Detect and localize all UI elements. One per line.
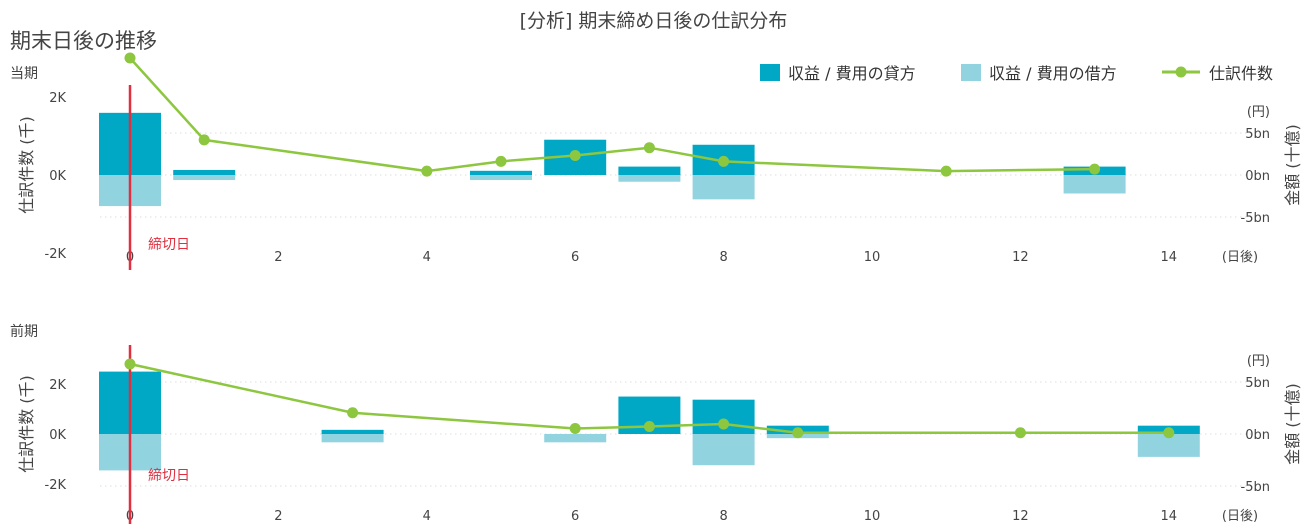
count-point <box>940 165 952 177</box>
debit-bar <box>692 175 755 200</box>
left-tick-label: 2K <box>49 378 66 393</box>
right-tick-label: 5bn <box>1245 376 1270 391</box>
legend-credit-label: 収益 / 費用の貸方 <box>788 64 916 83</box>
right-tick-label: -5bn <box>1241 211 1270 226</box>
left-tick-label: -2K <box>45 478 67 493</box>
right-unit-label: (円) <box>1247 105 1270 120</box>
legend-credit-swatch <box>760 63 780 81</box>
count-point <box>569 150 581 161</box>
chart-title: [分析] 期末締め日後の仕訳分布 <box>519 10 788 32</box>
panel-label-previous: 前期 <box>10 324 38 340</box>
count-point <box>1163 427 1175 439</box>
legend-count-label: 仕訳件数 <box>1209 64 1274 83</box>
x-tick-label: 12 <box>1012 250 1029 265</box>
count-point <box>124 358 136 370</box>
count-point <box>421 165 433 177</box>
right-axis-title: 金額 (十億) <box>1283 124 1302 206</box>
count-point <box>347 407 359 419</box>
x-tick-label: 2 <box>274 250 282 265</box>
credit-bar <box>173 169 236 175</box>
count-point <box>718 155 730 167</box>
count-point <box>643 421 655 432</box>
x-tick-label: 8 <box>719 509 727 524</box>
count-line <box>129 57 1095 173</box>
x-tick-label: 6 <box>571 250 579 265</box>
x-tick-label: 4 <box>423 509 431 524</box>
right-axis-title: 金額 (十億) <box>1283 383 1302 465</box>
right-tick-label: -5bn <box>1241 480 1270 495</box>
cutoff-label: 締切日 <box>148 236 190 253</box>
debit-bar <box>1063 175 1126 194</box>
count-point <box>569 423 581 434</box>
x-tick-label: 10 <box>864 509 881 524</box>
count-point <box>643 142 655 154</box>
right-unit-label: (円) <box>1247 354 1270 369</box>
x-unit-label: (日後) <box>1222 509 1258 524</box>
credit-bar <box>618 166 681 175</box>
left-axis-title: 仕訳件数 (千) <box>17 375 36 473</box>
x-tick-label: 6 <box>571 509 579 524</box>
debit-bar <box>544 434 607 443</box>
legend-count-line-icon <box>1162 66 1200 78</box>
right-tick-label: 0bn <box>1245 428 1270 443</box>
left-tick-label: 2K <box>49 91 66 106</box>
credit-bar <box>321 429 384 434</box>
legend-debit[interactable]: 収益 / 費用の借方 <box>961 60 1117 84</box>
debit-bar <box>173 175 236 181</box>
debit-bar <box>692 434 755 466</box>
count-point <box>718 418 730 430</box>
debit-bar <box>470 175 532 181</box>
x-tick-label: 10 <box>864 250 881 265</box>
right-tick-label: 5bn <box>1245 127 1270 142</box>
x-tick-label: 8 <box>719 250 727 265</box>
count-point <box>792 427 804 439</box>
legend-debit-swatch <box>961 63 981 81</box>
left-tick-label: 0K <box>49 428 66 443</box>
debit-bar <box>321 434 384 443</box>
count-point <box>1089 163 1101 175</box>
legend-debit-label: 収益 / 費用の借方 <box>989 64 1117 83</box>
section-title: 期末日後の推移 <box>10 29 157 53</box>
left-tick-label: 0K <box>49 169 66 184</box>
legend-count[interactable]: 仕訳件数 <box>1161 60 1273 84</box>
count-point <box>198 134 210 146</box>
debit-bar <box>1137 434 1200 457</box>
credit-bar <box>470 170 532 175</box>
count-line <box>129 362 1169 434</box>
cutoff-label: 締切日 <box>148 467 190 484</box>
x-tick-label: 2 <box>274 509 282 524</box>
x-tick-label: 14 <box>1161 509 1178 524</box>
count-point <box>495 155 507 167</box>
debit-bar <box>618 175 681 182</box>
x-tick-label: 12 <box>1012 509 1029 524</box>
count-point <box>1014 427 1026 439</box>
left-tick-label: -2K <box>45 247 67 262</box>
x-tick-label: 4 <box>423 250 431 265</box>
legend-credit[interactable]: 収益 / 費用の貸方 <box>760 60 916 84</box>
left-axis-title: 仕訳件数 (千) <box>17 116 36 214</box>
x-tick-label: 14 <box>1161 250 1178 265</box>
x-unit-label: (日後) <box>1222 250 1258 265</box>
right-tick-label: 0bn <box>1245 169 1270 184</box>
panel-label-current: 当期 <box>10 66 38 82</box>
count-point <box>124 52 136 64</box>
